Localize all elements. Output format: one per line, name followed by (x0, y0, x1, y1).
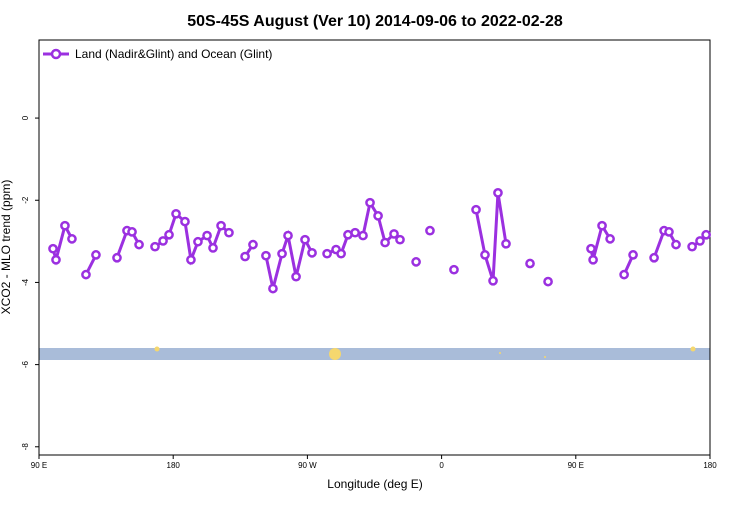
data-point (91, 250, 101, 260)
data-point (127, 227, 137, 237)
data-point (158, 236, 168, 246)
data-point (224, 227, 234, 238)
data-point (525, 258, 535, 269)
data-point (543, 276, 553, 287)
data-point (701, 229, 711, 240)
data-point (588, 254, 598, 265)
data-point (208, 243, 218, 253)
data-point (186, 254, 196, 265)
chart-title: 50S-45S August (Ver 10) 2014-09-06 to 20… (187, 13, 563, 30)
data-point (307, 247, 317, 258)
data-point (695, 236, 705, 246)
data-point (60, 220, 70, 231)
legend-label: Land (Nadir&Glint) and Ocean (Glint) (75, 47, 272, 61)
data-point (291, 271, 301, 282)
land-dot (154, 346, 160, 352)
y-axis-label: XCO2 - MLO trend (ppm) (0, 180, 13, 315)
legend-marker (50, 48, 62, 60)
x-tick-label: 180 (167, 461, 181, 470)
data-point (51, 254, 61, 265)
data-point (112, 252, 122, 263)
data-point (180, 216, 190, 227)
data-point (619, 269, 629, 280)
data-point (373, 211, 383, 221)
data-point (261, 250, 271, 261)
y-tick-label: -4 (21, 278, 30, 286)
data-point (48, 243, 58, 254)
land-dot (690, 346, 696, 352)
data-point (171, 208, 181, 219)
data-point (283, 230, 293, 241)
data-point (240, 251, 250, 262)
data-point (336, 248, 346, 259)
data-point (150, 241, 160, 252)
map-strip (39, 348, 710, 360)
data-point (164, 229, 174, 240)
data-point (268, 283, 278, 294)
x-tick-label: 90 E (568, 461, 584, 470)
plot-frame (38, 39, 711, 456)
data-point (300, 234, 310, 245)
data-point (488, 275, 498, 286)
data-point (380, 237, 390, 248)
data-point (501, 238, 511, 249)
data-point (480, 250, 490, 260)
data-point (350, 227, 360, 238)
x-tick-label: 90 W (298, 461, 317, 470)
data-point (411, 257, 421, 267)
land-dots (154, 346, 696, 360)
data-point (597, 220, 607, 231)
x-tick-label: 180 (703, 461, 717, 470)
data-point (605, 234, 615, 244)
data-point (67, 234, 77, 244)
x-tick-label: 0 (439, 461, 444, 470)
x-tick-label: 90 E (31, 461, 47, 470)
land-dot (544, 356, 546, 358)
y-tick-label: -6 (21, 361, 30, 369)
land-dot (499, 352, 501, 354)
x-axis-label: Longitude (deg E) (327, 477, 422, 491)
data-point (216, 220, 226, 231)
data-point (425, 225, 435, 236)
data-point (134, 239, 144, 250)
data-point (395, 234, 405, 245)
y-tick-label: -8 (21, 443, 30, 451)
data-point (649, 252, 659, 263)
data-point (358, 230, 368, 241)
data-point (202, 230, 212, 241)
data-point (193, 236, 203, 247)
y-tick-label: 0 (21, 115, 30, 120)
data-point (389, 229, 399, 239)
data-point (671, 239, 681, 250)
data-point (248, 239, 258, 250)
data-point (449, 264, 459, 275)
data-point (628, 250, 638, 260)
data-point (81, 269, 91, 280)
data-point (586, 243, 596, 254)
data-point (664, 227, 674, 237)
data-point (471, 204, 481, 215)
data-point (493, 188, 503, 198)
y-tick-label: -2 (21, 196, 30, 204)
data-point (687, 241, 697, 252)
data-point (322, 248, 332, 259)
land-dot (329, 348, 341, 360)
data-point (365, 197, 375, 208)
data-point (277, 248, 287, 259)
